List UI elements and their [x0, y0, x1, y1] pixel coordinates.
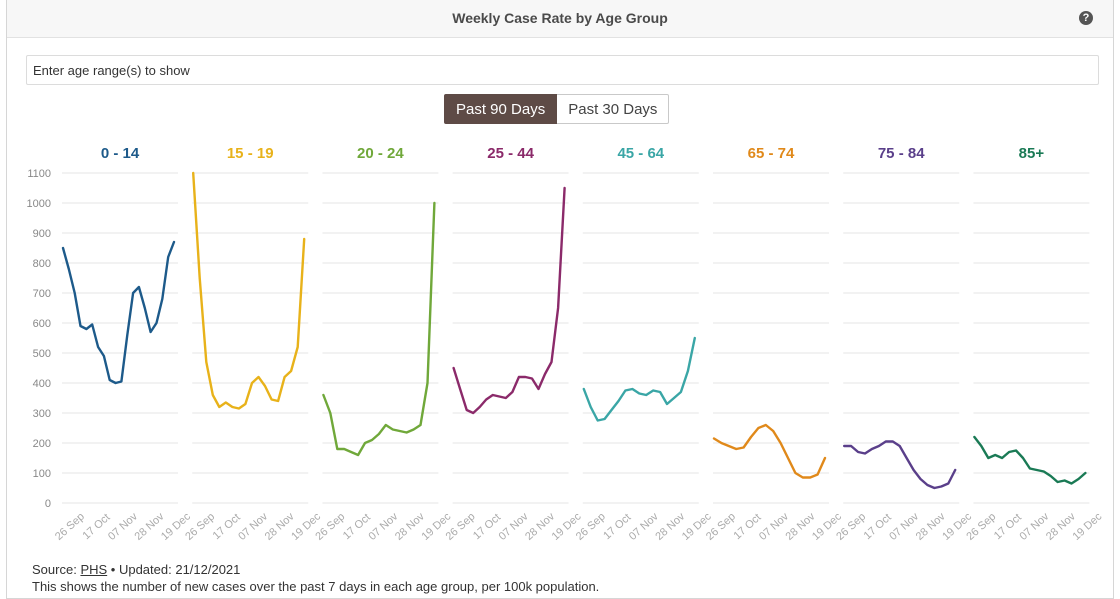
source-line: Source: PHS • Updated: 21/12/2021	[32, 561, 599, 578]
panel-title: 20 - 24	[357, 145, 404, 162]
series-line	[452, 186, 566, 415]
series-line	[322, 201, 436, 457]
y-tick-label: 200	[33, 438, 51, 450]
x-tick-label: 17 Oct	[601, 511, 633, 542]
card-header: Weekly Case Rate by Age Group ?	[7, 0, 1113, 38]
y-tick-label: 0	[45, 498, 51, 510]
series-line	[61, 240, 176, 385]
series-line	[843, 440, 957, 490]
x-tick-label: 19 Dec	[1070, 510, 1104, 543]
x-tick-label: 17 Oct	[341, 511, 373, 542]
age-range-input[interactable]	[26, 55, 1099, 85]
series-line	[191, 171, 306, 410]
chart-title: Weekly Case Rate by Age Group	[452, 10, 668, 26]
chart-card: Weekly Case Rate by Age Group ? Past 90 …	[6, 0, 1114, 599]
x-tick-label: 17 Oct	[992, 511, 1024, 542]
y-tick-label: 900	[33, 228, 51, 240]
x-tick-label: 17 Oct	[211, 511, 243, 542]
source-prefix: Source:	[32, 562, 77, 577]
panel-title: 15 - 19	[227, 145, 274, 162]
x-tick-label: 17 Oct	[80, 511, 112, 542]
past-30-days-button[interactable]: Past 30 Days	[557, 94, 670, 124]
x-tick-label: 26 Sep	[53, 511, 87, 543]
x-tick-label: 17 Oct	[862, 511, 894, 542]
x-tick-label: 17 Oct	[731, 511, 763, 542]
updated-text: • Updated: 21/12/2021	[110, 562, 241, 577]
panel-title: 45 - 64	[617, 145, 664, 162]
y-tick-label: 800	[33, 258, 51, 270]
x-tick-label: 17 Oct	[471, 511, 503, 542]
series-line	[582, 336, 696, 422]
y-tick-label: 600	[33, 318, 51, 330]
panel-title: 0 - 14	[101, 145, 140, 162]
y-tick-label: 500	[33, 348, 51, 360]
panel-title: 25 - 44	[487, 145, 534, 162]
panel-title: 85+	[1019, 145, 1045, 162]
y-tick-label: 1100	[27, 168, 51, 180]
y-tick-label: 1000	[27, 198, 51, 210]
panel-title: 75 - 84	[878, 145, 925, 162]
y-tick-label: 400	[33, 378, 51, 390]
chart-footer: Source: PHS • Updated: 21/12/2021 This s…	[32, 561, 599, 595]
chart-description: This shows the number of new cases over …	[32, 579, 600, 594]
help-icon[interactable]: ?	[1079, 11, 1093, 25]
series-line	[712, 423, 827, 479]
past-90-days-button[interactable]: Past 90 Days	[444, 94, 558, 124]
series-line	[973, 435, 1087, 485]
y-tick-label: 300	[33, 408, 51, 420]
panel-title: 65 - 74	[748, 145, 795, 162]
period-toggle: Past 90 Days Past 30 Days	[444, 94, 670, 124]
y-tick-label: 700	[33, 288, 51, 300]
y-tick-label: 100	[33, 468, 51, 480]
source-link[interactable]: PHS	[80, 562, 108, 577]
